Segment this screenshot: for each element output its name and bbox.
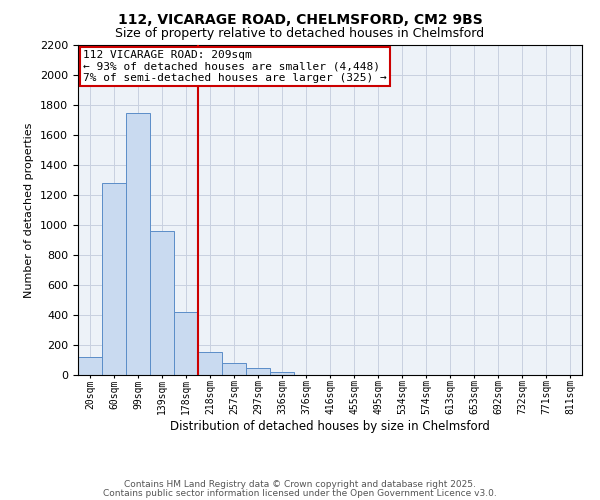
- Bar: [198, 352, 222, 375]
- Bar: [126, 112, 150, 375]
- Bar: [246, 368, 270, 375]
- Text: Size of property relative to detached houses in Chelmsford: Size of property relative to detached ho…: [115, 28, 485, 40]
- Text: 112 VICARAGE ROAD: 209sqm
← 93% of detached houses are smaller (4,448)
7% of sem: 112 VICARAGE ROAD: 209sqm ← 93% of detac…: [83, 50, 387, 83]
- Y-axis label: Number of detached properties: Number of detached properties: [25, 122, 34, 298]
- Text: Contains public sector information licensed under the Open Government Licence v3: Contains public sector information licen…: [103, 489, 497, 498]
- X-axis label: Distribution of detached houses by size in Chelmsford: Distribution of detached houses by size …: [170, 420, 490, 433]
- Bar: [270, 372, 294, 375]
- Bar: [174, 312, 198, 375]
- Bar: [222, 363, 246, 375]
- Text: 112, VICARAGE ROAD, CHELMSFORD, CM2 9BS: 112, VICARAGE ROAD, CHELMSFORD, CM2 9BS: [118, 12, 482, 26]
- Bar: [102, 183, 126, 375]
- Bar: [150, 231, 174, 375]
- Text: Contains HM Land Registry data © Crown copyright and database right 2025.: Contains HM Land Registry data © Crown c…: [124, 480, 476, 489]
- Bar: [78, 357, 102, 375]
